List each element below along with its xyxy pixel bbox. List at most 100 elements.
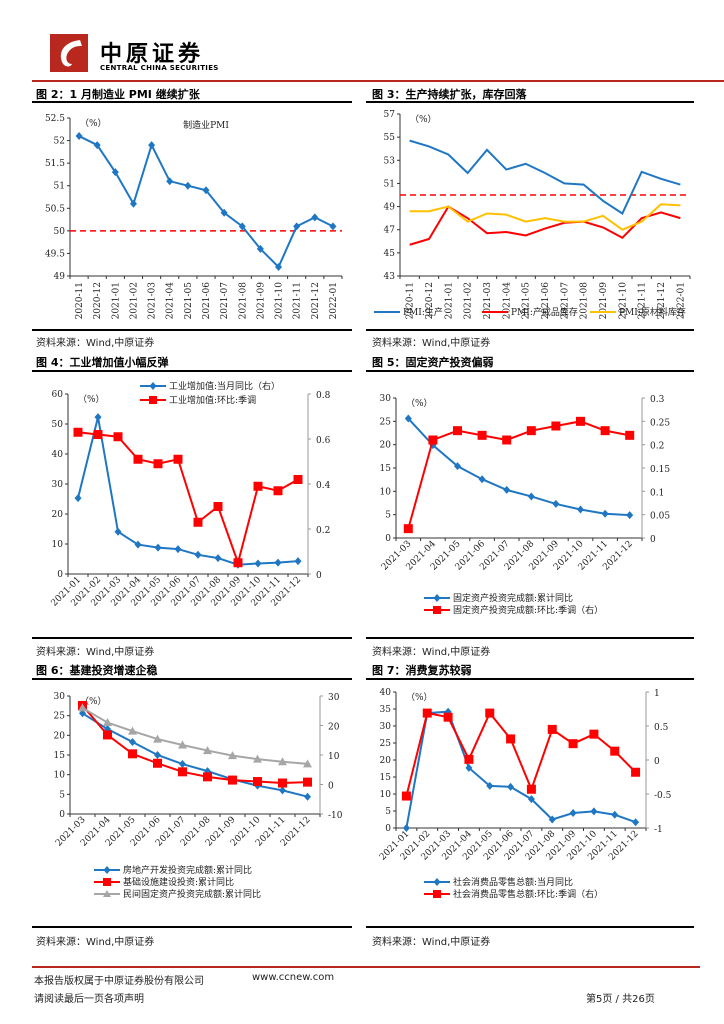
y2-tick-label: 0 <box>650 535 656 545</box>
data-point <box>94 413 102 422</box>
figure-6-rule <box>32 678 352 680</box>
x-tick-label: 2021-03 <box>148 282 158 320</box>
y-tick-label: 10 <box>380 790 392 800</box>
figure-4-title: 图 4：工业增加值小幅反弹 <box>36 356 169 369</box>
data-point <box>502 435 512 445</box>
y2-tick-label: 0.05 <box>650 512 670 522</box>
data-point <box>93 430 103 439</box>
y2-tick-label: 0.3 <box>650 395 665 405</box>
footer-website-link[interactable]: www.ccnew.com <box>252 972 335 983</box>
chart-title: 制造业PMI <box>183 119 229 131</box>
figure-6-source: 资料来源：Wind,中原证券 <box>36 937 155 948</box>
footer-divider <box>32 966 700 968</box>
series-line <box>78 135 334 269</box>
legend-label: PMI:产成品库存 <box>511 306 578 318</box>
y-tick-label: 10 <box>54 771 66 781</box>
figure-4-source: 资料来源：Wind,中原证券 <box>36 647 155 658</box>
figure-4-chart: 010203040506000.20.40.60.82021-012021-02… <box>50 380 331 609</box>
y-tick-label: 10 <box>52 540 64 550</box>
series-line <box>77 431 299 567</box>
y-tick-label: 52 <box>54 137 65 147</box>
data-point <box>478 475 486 484</box>
data-point <box>311 213 319 222</box>
figure-5-title: 图 5：固定资产投资偏弱 <box>372 356 494 369</box>
footer-disclaimer: 请阅读最后一页各项声明 <box>34 994 144 1005</box>
figure-3-rule <box>366 101 694 103</box>
data-point <box>214 554 222 563</box>
y-tick-label: 20 <box>380 441 392 451</box>
unit-label: （%） <box>410 114 437 125</box>
legend-label: 固定资产投资完成额:环比:季调（右） <box>453 604 603 616</box>
logo-chinese-name: 中原证券 <box>100 41 205 67</box>
y-tick-label: 45 <box>384 249 396 259</box>
legend-marker <box>103 890 111 897</box>
x-tick-label: 2022-01 <box>329 282 339 319</box>
data-point <box>589 729 599 739</box>
y-tick-label: 30 <box>380 394 392 404</box>
y-tick-label: 30 <box>380 722 392 732</box>
x-tick-label: 2021-12 <box>311 282 321 319</box>
data-point <box>329 222 337 231</box>
figure-2-bottom-rule <box>32 329 352 331</box>
figure-3-source: 资料来源：Wind,中原证券 <box>372 338 491 349</box>
legend-label: 民间固定资产投资完成额:累计同比 <box>123 888 261 900</box>
y-tick-label: 50 <box>54 227 66 237</box>
data-point <box>275 262 283 271</box>
series-line <box>409 205 681 246</box>
unit-label: （%） <box>78 394 105 405</box>
x-tick-label: 2021-01 <box>111 282 121 319</box>
data-point <box>228 751 237 760</box>
data-point <box>128 749 137 759</box>
data-point <box>154 543 162 552</box>
data-point <box>103 730 112 740</box>
data-point <box>507 782 515 791</box>
y2-tick-label: 0 <box>328 782 334 792</box>
data-point <box>590 807 598 816</box>
y-tick-label: 51 <box>384 179 395 189</box>
data-point <box>428 435 438 445</box>
data-point <box>228 775 237 785</box>
figure-3-bottom-rule <box>366 329 694 331</box>
series-line <box>407 417 630 517</box>
data-point <box>128 726 137 735</box>
data-point <box>600 426 610 436</box>
data-point <box>576 416 585 426</box>
y2-tick-label: 0.2 <box>650 442 664 452</box>
x-tick-label: 2021-01 <box>444 282 454 319</box>
data-point <box>404 414 412 423</box>
y-tick-label: 15 <box>380 773 392 783</box>
legend-label: 固定资产投资完成额:累计同比 <box>453 592 573 604</box>
data-point <box>178 740 187 749</box>
y-tick-label: 43 <box>384 272 396 282</box>
data-point <box>626 511 634 520</box>
data-point <box>129 738 136 747</box>
y2-tick-label: 0.15 <box>650 465 670 475</box>
y2-tick-label: 0.5 <box>654 723 669 733</box>
series-line <box>81 706 308 765</box>
data-point <box>453 426 462 436</box>
data-point <box>422 708 432 718</box>
x-tick-label: 2020-11 <box>75 282 85 319</box>
data-point <box>153 758 162 768</box>
data-point <box>278 757 287 766</box>
figure-2-chart: 49 49.5 50 50.5 51 51.5 52 52.5 2020-11 2020-12 20… <box>45 114 343 320</box>
data-point <box>166 177 174 186</box>
y2-tick-label: 1 <box>654 689 660 699</box>
legend-label: 工业增加值:环比:季调 <box>169 394 256 406</box>
data-point <box>114 527 122 536</box>
y-tick-label: 25 <box>380 739 392 749</box>
figure-7-rule <box>366 678 694 680</box>
data-point <box>79 709 86 718</box>
legend-marker <box>103 878 111 886</box>
x-tick-label: 2020-11 <box>406 282 416 319</box>
y2-tick-label: -1 <box>654 825 663 835</box>
data-point <box>153 459 163 469</box>
y2-tick-label: 0.2 <box>316 526 330 536</box>
y-tick-label: 25 <box>54 712 66 722</box>
legend-label: 社会消费品零售总额:当月同比 <box>453 876 573 888</box>
data-point <box>454 462 461 471</box>
figure-3-title: 图 3：生产持续扩张，库存回落 <box>372 88 527 101</box>
data-point <box>238 222 246 231</box>
y-tick-label: 51.5 <box>45 159 65 169</box>
x-tick-label: 2021-04 <box>166 282 176 320</box>
